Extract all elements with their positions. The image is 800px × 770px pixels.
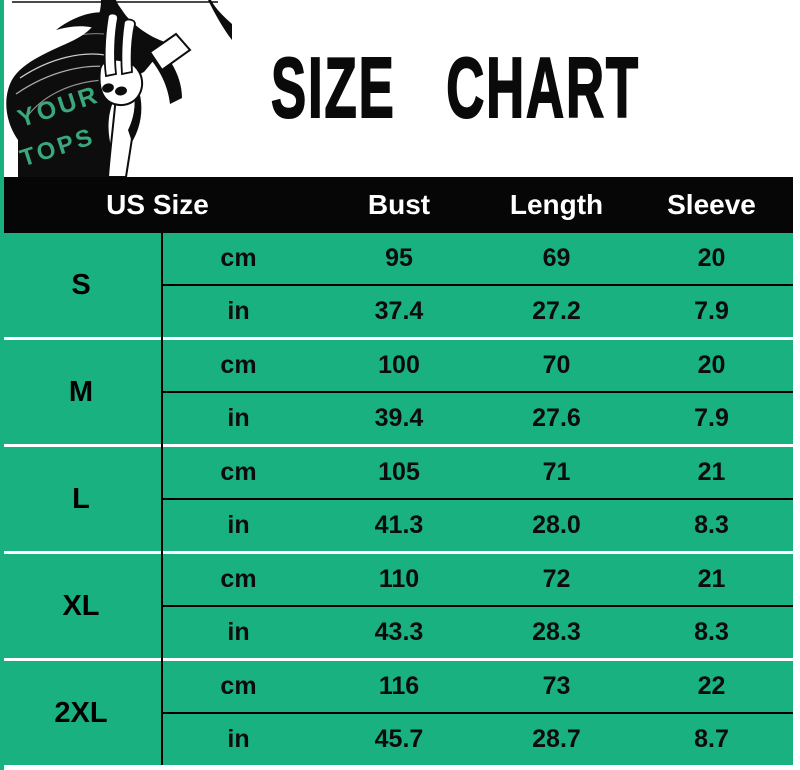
row-divider bbox=[162, 712, 793, 714]
sleeve-value: 7.9 bbox=[694, 404, 729, 432]
bust-value: 110 bbox=[378, 565, 420, 593]
table-row: cm 100 70 20 bbox=[162, 340, 793, 391]
sleeve-value: 8.3 bbox=[694, 618, 729, 646]
bust-value: 100 bbox=[378, 351, 420, 379]
length-value: 28.3 bbox=[532, 618, 581, 646]
bust-value: 43.3 bbox=[374, 618, 424, 646]
size-group-xl: XL cm 110 72 21 in 43.3 28.3 8.3 bbox=[0, 554, 793, 658]
sleeve-value: 7.9 bbox=[694, 297, 729, 325]
page-title-wrap: SIZE CHART bbox=[232, 0, 678, 177]
size-group-s: S cm 95 69 20 in 37.4 27.2 7.9 bbox=[0, 233, 793, 337]
unit-label: in bbox=[227, 618, 250, 646]
table-row: in 45.7 28.7 8.7 bbox=[162, 714, 793, 765]
column-divider bbox=[161, 233, 163, 765]
length-value: 72 bbox=[542, 565, 571, 593]
table-row: in 37.4 27.2 7.9 bbox=[162, 286, 793, 337]
header-section: YOUR TOPS SIZE CHART bbox=[0, 0, 800, 178]
table-row: in 43.3 28.3 8.3 bbox=[162, 607, 793, 658]
bust-value: 41.3 bbox=[374, 511, 424, 539]
sleeve-value: 22 bbox=[697, 672, 726, 700]
column-header-bust: Bust bbox=[367, 189, 431, 220]
table-row: cm 105 71 21 bbox=[162, 447, 793, 498]
unit-label: in bbox=[227, 404, 250, 432]
length-value: 27.2 bbox=[532, 297, 581, 325]
table-row: cm 95 69 20 bbox=[162, 233, 793, 284]
sleeve-value: 21 bbox=[697, 458, 726, 486]
length-value: 73 bbox=[542, 672, 571, 700]
fingernail bbox=[102, 83, 114, 93]
sleeve-value: 8.7 bbox=[694, 725, 729, 753]
left-edge-accent bbox=[0, 0, 4, 770]
unit-label: in bbox=[227, 725, 250, 753]
column-header-sleeve: Sleeve bbox=[667, 189, 756, 220]
length-value: 69 bbox=[542, 244, 571, 272]
table-row: cm 110 72 21 bbox=[162, 554, 793, 605]
bust-value: 39.4 bbox=[374, 404, 424, 432]
size-label: XL bbox=[62, 589, 100, 622]
bust-value: 37.4 bbox=[374, 297, 424, 325]
wrist-cuff bbox=[148, 32, 192, 72]
length-value: 70 bbox=[542, 351, 571, 379]
table-row: cm 116 73 22 bbox=[162, 661, 793, 712]
unit-label: cm bbox=[220, 565, 257, 593]
unit-label: in bbox=[227, 511, 250, 539]
row-divider bbox=[162, 391, 793, 393]
unit-label: cm bbox=[220, 672, 257, 700]
fingernail bbox=[115, 86, 127, 96]
arm-and-hand bbox=[98, 12, 192, 178]
girl-hair-drawing: YOUR TOPS bbox=[4, 0, 232, 178]
brand-illustration: YOUR TOPS bbox=[4, 0, 232, 178]
length-value: 28.0 bbox=[532, 511, 581, 539]
bust-value: 95 bbox=[385, 244, 413, 272]
row-divider bbox=[162, 605, 793, 607]
size-group-2xl: 2XL cm 116 73 22 in 45.7 28.7 8.7 bbox=[0, 661, 793, 765]
bust-value: 45.7 bbox=[374, 725, 424, 753]
group-divider bbox=[0, 658, 793, 661]
sleeve-value: 21 bbox=[697, 565, 726, 593]
sleeve-value: 8.3 bbox=[694, 511, 729, 539]
size-label: L bbox=[72, 482, 90, 515]
table-row: in 39.4 27.6 7.9 bbox=[162, 393, 793, 444]
table-header-row: US Size Bust Length Sleeve bbox=[0, 177, 793, 233]
unit-label: cm bbox=[220, 458, 257, 486]
group-divider bbox=[0, 551, 793, 554]
length-value: 71 bbox=[542, 458, 571, 486]
length-value: 27.6 bbox=[532, 404, 581, 432]
row-divider bbox=[162, 284, 793, 286]
size-label: S bbox=[71, 268, 91, 301]
length-value: 28.7 bbox=[532, 725, 581, 753]
group-divider bbox=[0, 337, 793, 340]
size-label: 2XL bbox=[54, 696, 108, 729]
sleeve-value: 20 bbox=[697, 244, 726, 272]
size-table: US Size Bust Length Sleeve S cm 95 69 20… bbox=[0, 177, 793, 765]
row-divider bbox=[162, 498, 793, 500]
unit-label: in bbox=[227, 297, 250, 325]
size-group-m: M cm 100 70 20 in 39.4 27.6 7.9 bbox=[0, 340, 793, 444]
column-header-us-size: US Size bbox=[106, 189, 209, 220]
column-header-length: Length bbox=[509, 189, 604, 220]
size-label: M bbox=[68, 375, 94, 408]
size-group-l: L cm 105 71 21 in 41.3 28.0 8.3 bbox=[0, 447, 793, 551]
sleeve-value: 20 bbox=[697, 351, 726, 379]
group-divider bbox=[0, 444, 793, 447]
bust-value: 116 bbox=[378, 672, 420, 700]
bust-value: 105 bbox=[378, 458, 420, 486]
page-title: SIZE CHART bbox=[270, 40, 640, 137]
unit-label: cm bbox=[220, 244, 257, 272]
table-row: in 41.3 28.0 8.3 bbox=[162, 500, 793, 551]
unit-label: cm bbox=[220, 351, 257, 379]
